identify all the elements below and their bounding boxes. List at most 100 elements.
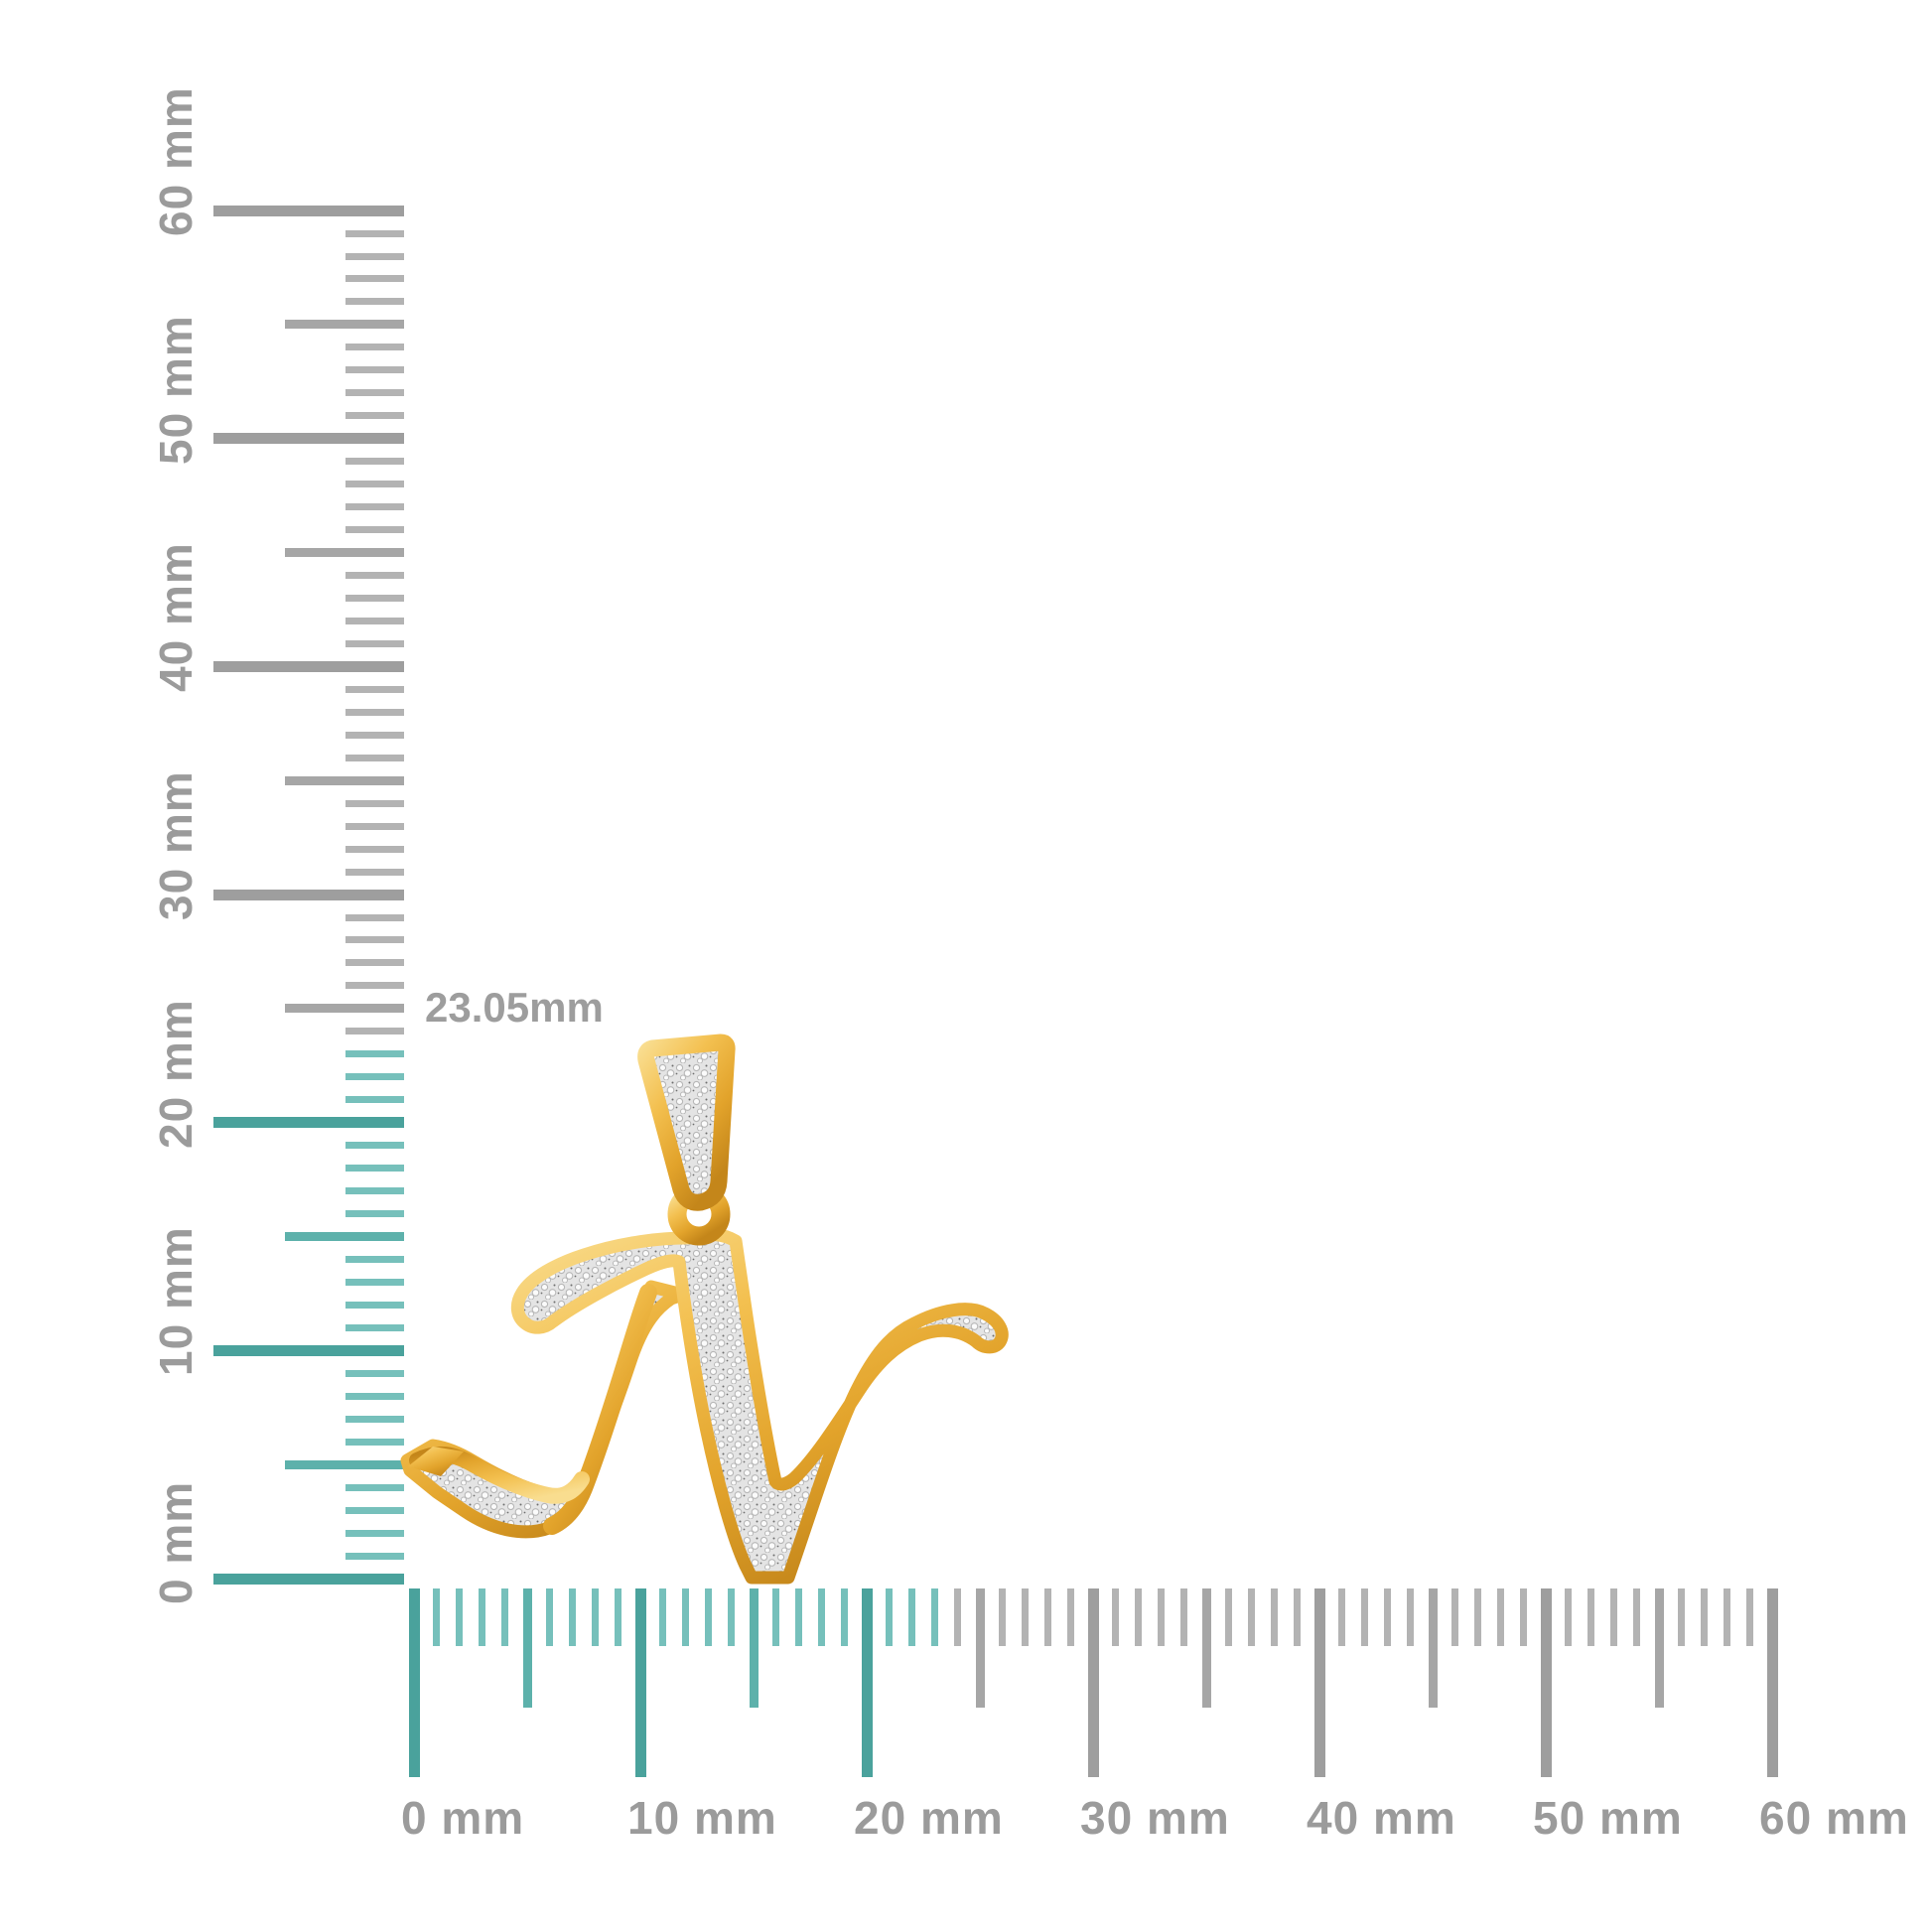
ruler-tick [1451,1588,1459,1646]
ruler-tick [682,1588,690,1646]
ruler-tick [634,1588,646,1777]
ruler-tick [546,1588,554,1646]
ruler-tick [345,913,404,921]
ruler-label: 20 mm [854,1792,1004,1844]
ruler-tick [213,433,404,445]
ruler-tick [345,366,404,374]
measurement-label: 23.05mm [425,984,604,1031]
ruler-tick [345,1301,404,1309]
ruler-tick [727,1588,735,1646]
ruler-tick [1157,1588,1165,1646]
ruler-tick [1179,1588,1187,1646]
ruler-label: 10 mm [627,1792,777,1844]
ruler-tick [908,1588,916,1646]
ruler-tick [213,1573,404,1585]
ruler-tick [285,775,404,785]
ruler-tick [345,1050,404,1058]
ruler-tick [1043,1588,1051,1646]
ruler-tick [345,526,404,534]
pendant-tail-cap [408,1447,464,1476]
ruler-tick [213,1117,404,1129]
ruler-tick [345,1552,404,1560]
ruler-label: 30 mm [1080,1792,1230,1844]
ruler-tick [345,685,404,693]
ruler-tick [345,1187,404,1195]
ruler-tick [345,731,404,739]
ruler-tick [345,252,404,260]
pendant-bail [637,1034,736,1211]
ruler-tick [1225,1588,1233,1646]
ruler-tick [1270,1588,1278,1646]
ruler-tick [795,1588,803,1646]
ruler-tick [213,1344,404,1356]
ruler-tick [930,1588,938,1646]
ruler-tick [345,1415,404,1423]
ruler-tick [345,1483,404,1491]
ruler-tick [345,845,404,853]
ruler-tick [1406,1588,1414,1646]
ruler-tick [345,229,404,237]
ruler-tick [345,1323,404,1331]
ruler-tick [1135,1588,1143,1646]
ruler-tick [478,1588,485,1646]
ruler-tick [213,205,404,216]
ruler-tick [1201,1588,1211,1708]
ruler-tick [345,982,404,990]
ruler-tick [1022,1588,1030,1646]
ruler-tick [1766,1588,1778,1777]
ruler-label: 40 mm [1307,1792,1456,1844]
ruler-tick [345,1506,404,1514]
ruler-tick [345,1438,404,1446]
ruler-tick [285,1232,404,1242]
ruler-tick [500,1588,508,1646]
ruler-tick [345,1028,404,1035]
ruler-tick [1745,1588,1753,1646]
ruler-tick [614,1588,621,1646]
ruler-tick [1293,1588,1301,1646]
ruler-tick [345,1073,404,1081]
ruler-tick [345,595,404,602]
ruler-tick [1678,1588,1686,1646]
ruler-tick [345,344,404,351]
ruler-tick [345,412,404,420]
ruler-tick [408,1588,420,1777]
ruler-tick [345,959,404,967]
ruler-tick [1654,1588,1664,1708]
ruler-tick [213,889,404,900]
ruler-tick [345,1165,404,1173]
ruler-tick [285,548,404,558]
ruler-tick [345,458,404,466]
ruler-label: 0 mm [401,1792,525,1844]
ruler-tick [591,1588,599,1646]
ruler-tick [345,1210,404,1218]
ruler-tick [1383,1588,1391,1646]
ruler-tick [1587,1588,1595,1646]
ruler-tick [345,639,404,647]
ruler-tick [569,1588,577,1646]
ruler-tick [345,481,404,488]
ruler-tick [659,1588,667,1646]
ruler-tick [345,1369,404,1377]
ruler-tick [345,822,404,830]
ruler-tick [1248,1588,1256,1646]
ruler-tick [345,754,404,761]
ruler-tick [345,503,404,511]
ruler-tick [1474,1588,1482,1646]
ruler-tick [1361,1588,1369,1646]
ruler-tick [345,389,404,397]
ruler-tick [345,298,404,306]
ruler-tick [840,1588,848,1646]
ruler-tick [1609,1588,1617,1646]
ruler-tick [213,660,404,672]
ruler-tick [345,1529,404,1537]
ruler-tick [975,1588,985,1708]
ruler-tick [1112,1588,1120,1646]
ruler-tick [345,799,404,807]
ruler-label: 50 mm [1533,1792,1683,1844]
ruler-tick [345,1278,404,1286]
ruler-tick [285,1004,404,1014]
ruler-tick [861,1588,873,1777]
ruler-tick [1066,1588,1074,1646]
